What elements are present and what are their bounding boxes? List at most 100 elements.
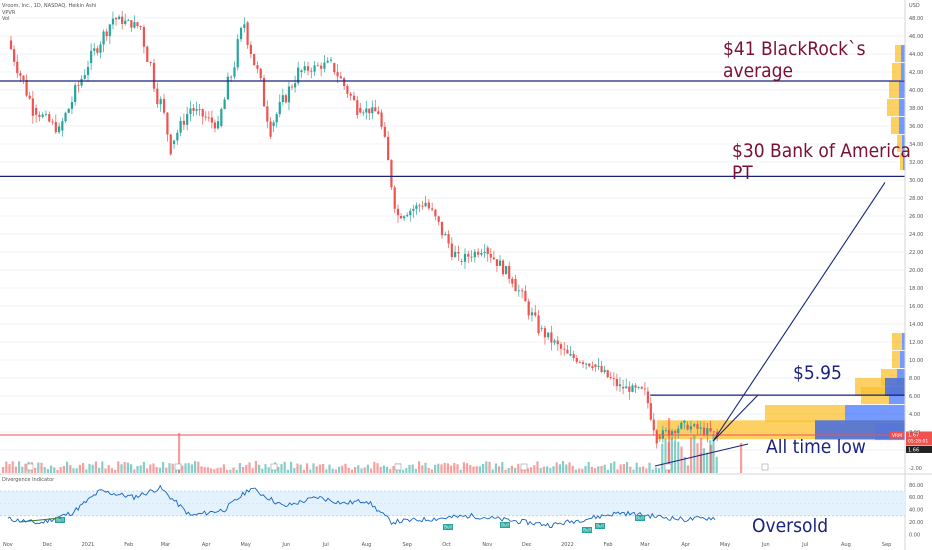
volume-bar: [389, 469, 391, 473]
volume-bar: [309, 470, 311, 473]
annotation-target: $5.95: [793, 362, 842, 384]
candle-body: [665, 430, 667, 431]
volume-bar: [34, 468, 36, 473]
indicator-vol-label[interactable]: Vol: [2, 16, 9, 22]
candle-body: [647, 392, 649, 404]
volume-bar: [82, 463, 84, 473]
vp-bar-down: [900, 351, 905, 368]
volume-bar: [514, 468, 516, 473]
volume-bar: [562, 461, 564, 473]
volume-bar: [437, 464, 439, 473]
volume-bar: [258, 465, 260, 473]
candle-body: [634, 385, 636, 387]
vp-bar-down: [899, 117, 905, 134]
time-tick-label: 2021: [82, 542, 95, 548]
candle-body: [362, 113, 364, 114]
candle-body: [93, 48, 95, 51]
volume-bar: [652, 469, 654, 473]
candle-body: [573, 354, 575, 358]
annotation-bofa: $30 Bank of America PT: [732, 140, 932, 184]
time-tick-label: Sep: [882, 542, 891, 548]
candle-body: [365, 109, 367, 113]
volume-bar: [261, 469, 263, 473]
osc-tick-label: 80.00: [909, 483, 923, 489]
candle-body: [477, 252, 479, 255]
time-tick-label: Dec: [522, 542, 532, 548]
candle-body: [38, 115, 40, 117]
candle-body: [521, 290, 523, 291]
symbol-title[interactable]: Vroom, Inc., 1D, NASDAQ, Heikin Ashi: [2, 3, 96, 9]
volume-bar: [124, 462, 126, 473]
candle-body: [130, 20, 132, 27]
volume-bar: [642, 466, 644, 473]
earnings-marker: [395, 464, 401, 470]
vp-bar-down: [899, 81, 905, 98]
volume-bar: [607, 470, 609, 473]
candle-body: [217, 121, 219, 128]
volume-bar: [354, 467, 356, 473]
volume-bar: [268, 467, 270, 473]
candle-body: [628, 387, 630, 392]
time-tick-label: May: [240, 542, 250, 548]
candle-body: [505, 266, 507, 274]
candle-body: [397, 209, 399, 215]
volume-bar: [76, 468, 78, 473]
volume-bar: [456, 464, 458, 473]
candle-body: [253, 54, 255, 65]
volume-bar: [405, 468, 407, 473]
candle-body: [604, 370, 606, 372]
candle-body: [650, 403, 652, 419]
volume-bar: [383, 465, 385, 473]
volume-bar: [600, 466, 602, 473]
volume-bar: [504, 470, 506, 473]
annotation-all-time-low: All time low: [766, 436, 866, 458]
volume-bar: [485, 461, 487, 473]
volume-bar: [264, 464, 266, 473]
volume-bar: [450, 466, 452, 473]
vp-bar-down: [899, 99, 905, 116]
volume-bar: [658, 468, 660, 473]
oscillator-title[interactable]: Divergence Indicator: [2, 477, 54, 483]
candle-body: [457, 252, 459, 254]
candle-body: [487, 248, 489, 255]
volume-bar: [632, 470, 634, 473]
candle-body: [671, 431, 673, 435]
candle-body: [588, 364, 590, 367]
candles: [10, 11, 718, 449]
time-tick-label: Apr: [681, 542, 691, 548]
volume-bar: [136, 466, 138, 473]
candle-body: [631, 385, 633, 391]
volume-bar: [716, 457, 718, 473]
volume-bar: [140, 465, 142, 473]
volume-bar: [149, 465, 151, 473]
price-tick-label: 40.00: [909, 88, 923, 94]
volume-bar: [5, 462, 7, 473]
volume-bar: [226, 470, 228, 473]
volume-bar: [306, 463, 308, 473]
volume-bar: [572, 466, 574, 473]
candle-body: [690, 426, 692, 429]
osc-tick-label: 20.00: [909, 520, 923, 526]
volume-spike: [740, 443, 742, 473]
candle-body: [377, 111, 379, 114]
volume-bar: [677, 442, 679, 473]
candle-body: [35, 108, 37, 115]
volume-bar: [476, 466, 478, 473]
volume-bar: [645, 469, 647, 473]
volume-bar: [322, 464, 324, 473]
candle-body: [243, 24, 245, 28]
candle-body: [205, 117, 207, 118]
volume-bar: [21, 467, 23, 473]
candle-body: [424, 203, 426, 206]
vp-bar-up: [891, 117, 899, 134]
arrow-to-bofa: [713, 182, 885, 441]
vp-bar-up: [887, 99, 899, 116]
candle-body: [180, 121, 182, 133]
earnings-marker: [27, 464, 33, 470]
volume-bar: [463, 462, 465, 473]
candle-body: [451, 243, 453, 257]
last-price-text: 1.67: [908, 432, 919, 438]
volume-bar: [357, 465, 359, 473]
candle-body: [400, 216, 402, 218]
